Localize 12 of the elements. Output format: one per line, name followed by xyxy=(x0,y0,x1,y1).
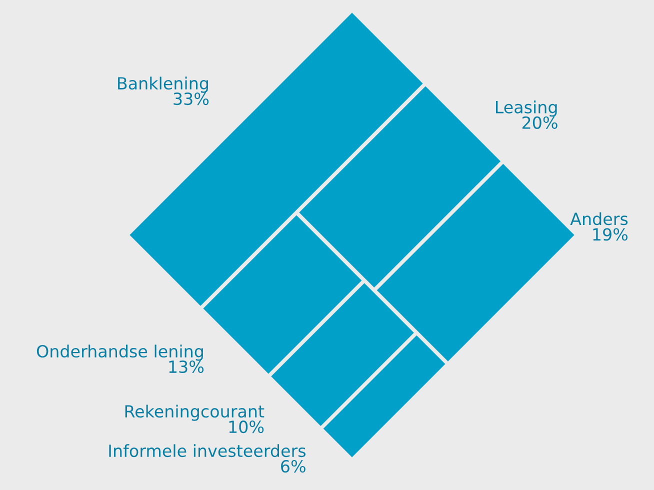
category-label: Banklening xyxy=(118,76,208,93)
data-label: 10% xyxy=(229,420,264,434)
category-label: Anders xyxy=(570,212,628,226)
category-label: Leasing xyxy=(496,100,557,117)
data-label: 19% xyxy=(593,228,628,241)
data-label: 20% xyxy=(522,116,558,129)
category-label: Informele investeerders xyxy=(109,444,306,458)
data-label: 13% xyxy=(169,360,204,374)
category-label: Rekeningcourant xyxy=(125,404,264,421)
category-label: Onderhandse lening xyxy=(36,344,203,361)
data-label: 33% xyxy=(174,92,209,106)
data-label: 6% xyxy=(281,460,306,473)
